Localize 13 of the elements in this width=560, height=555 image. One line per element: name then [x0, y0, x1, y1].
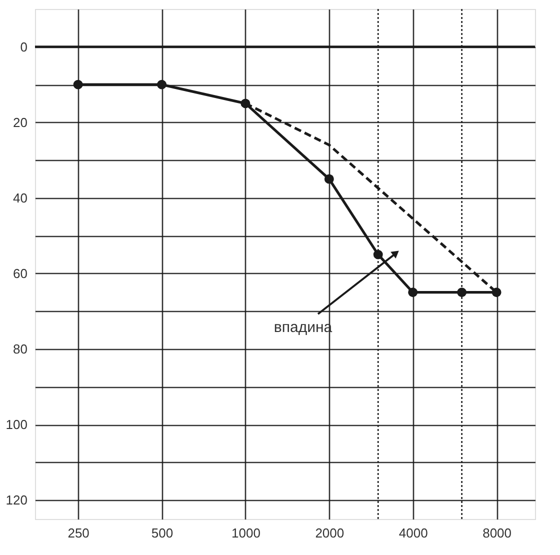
x-tick-label: 8000	[482, 526, 512, 540]
y-tick-label: 120	[6, 492, 28, 508]
y-tick-label: 40	[13, 190, 28, 206]
x-tick-label: 250	[68, 526, 90, 540]
x-tick-label: 500	[151, 526, 174, 540]
y-tick-label: 0	[20, 39, 28, 54]
x-tick-label: 4000	[398, 526, 428, 540]
x-tick-label: 2000	[315, 526, 344, 540]
y-tick-label: 100	[6, 417, 28, 432]
y-tick-label: 60	[13, 266, 28, 281]
y-tick-label: 80	[13, 342, 28, 356]
y-tick-label: 20	[13, 114, 28, 130]
x-tick-label: 1000	[232, 526, 260, 540]
